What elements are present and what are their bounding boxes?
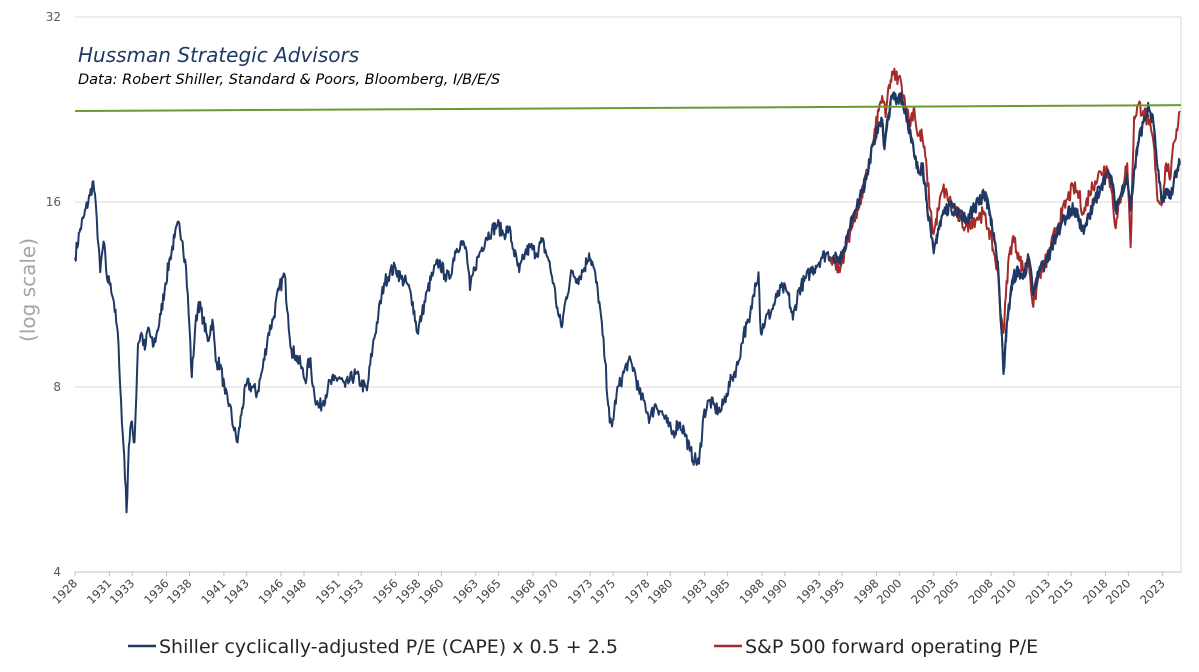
series-line-cape-overlay	[832, 91, 1181, 375]
chart-title: Hussman Strategic Advisors	[78, 43, 359, 67]
y-tick-label: 32	[46, 10, 61, 24]
legend-label-fwd: S&P 500 forward operating P/E	[745, 636, 1038, 658]
chart-subtitle: Data: Robert Shiller, Standard & Poors, …	[78, 72, 500, 88]
y-tick-label: 16	[46, 195, 61, 209]
y-axis-label: (log scale)	[16, 238, 40, 342]
y-tick-label: 8	[53, 380, 61, 394]
y-tick-labels: 4 8 16 32	[46, 10, 61, 579]
y-tick-label: 4	[53, 565, 61, 579]
legend: Shiller cyclically-adjusted P/E (CAPE) x…	[128, 636, 1038, 658]
series-layer	[74, 67, 1182, 514]
reference-line	[74, 104, 1182, 113]
legend-label-cape: Shiller cyclically-adjusted P/E (CAPE) x…	[159, 636, 618, 658]
